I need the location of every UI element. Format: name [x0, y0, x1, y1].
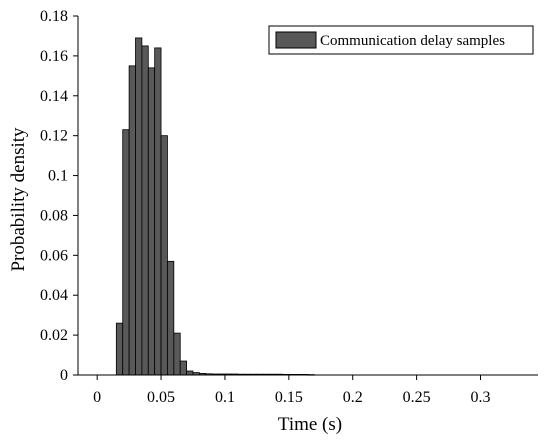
- y-tick-label: 0.06: [40, 247, 68, 264]
- histogram-bars: [115, 37, 315, 376]
- histogram-bar: [179, 360, 188, 376]
- y-axis-ticks: 0 0.02 0.04 0.06 0.08 0.1 0.12 0.14 0.16 0.18: [40, 8, 78, 384]
- x-tick-label: 0.2: [343, 389, 363, 406]
- histogram-bar: [186, 370, 194, 376]
- y-tick-label: 0.02: [40, 327, 68, 344]
- histogram-bar: [128, 65, 136, 376]
- y-tick-label: 0.16: [40, 48, 68, 65]
- x-tick-label: 0.25: [403, 389, 431, 406]
- y-axis-title: Probability density: [8, 127, 29, 272]
- axes: [77, 16, 538, 376]
- y-tick-label: 0.04: [40, 287, 68, 304]
- x-tick-label: 0.05: [147, 389, 175, 406]
- y-tick-label: 0: [60, 367, 68, 384]
- y-tick-label: 0.08: [40, 207, 68, 224]
- x-tick-label: 0.3: [471, 389, 491, 406]
- histogram-bar: [167, 260, 175, 376]
- histogram-bar: [160, 135, 168, 376]
- histogram-bar: [173, 332, 181, 376]
- legend-swatch: [275, 31, 317, 49]
- histogram-bar: [154, 47, 162, 376]
- x-tick-label: 0.15: [275, 389, 303, 406]
- y-tick-label: 0.14: [40, 88, 68, 105]
- histogram-bar: [147, 67, 156, 376]
- legend: Communication delay samples: [268, 25, 534, 55]
- x-axis-title: Time (s): [278, 414, 342, 435]
- x-tick-label: 0.1: [215, 389, 235, 406]
- histogram-bar: [135, 37, 143, 376]
- histogram-bar: [141, 45, 149, 376]
- y-tick-label: 0.1: [48, 168, 68, 185]
- y-tick-label: 0.18: [40, 8, 68, 25]
- histogram-bar: [115, 322, 124, 376]
- y-tick-label: 0.12: [40, 128, 68, 145]
- histogram-bar: [122, 129, 130, 376]
- x-tick-label: 0: [93, 389, 101, 406]
- x-axis-ticks: 0 0.05 0.1 0.15 0.2 0.25 0.3: [93, 375, 491, 406]
- legend-label: Communication delay samples: [320, 33, 505, 49]
